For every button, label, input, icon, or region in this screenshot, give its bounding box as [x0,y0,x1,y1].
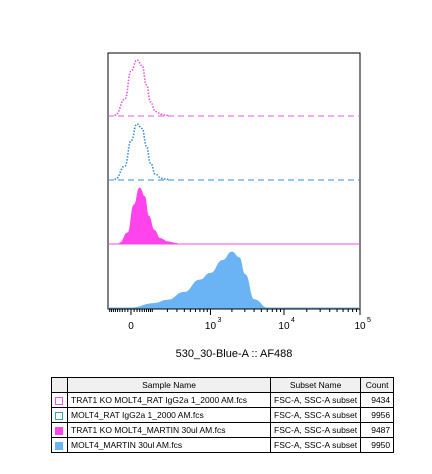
subset-name-cell: FSC-A, SSC-A subset [269,407,362,423]
x-tick-exponent: 5 [367,317,371,324]
table-row[interactable]: MOLT4_MARTIN 30ul AM.fcs FSC-A, SSC-A su… [51,437,395,453]
swatch-cell [51,407,68,423]
swatch-column-header [51,377,68,393]
histogram-series [114,123,169,181]
subset-name-cell: FSC-A, SSC-A subset [269,422,362,438]
table-row[interactable]: TRAT1 KO MOLT4_RAT IgG2a 1_2000 AM.fcs F… [51,392,395,408]
outline-teal-swatch-icon [55,411,63,420]
count-cell: 9487 [360,422,395,438]
subset-name-cell: FSC-A, SSC-A subset [269,437,362,453]
histogram-series [114,59,169,117]
x-tick-label: 10 [205,321,217,332]
sample-table: Sample Name Subset Name Count TRAT1 KO M… [51,377,395,453]
x-tick-label: 10 [354,321,366,332]
table-header-row: Sample Name Subset Name Count [51,377,395,393]
histogram-series [130,251,268,309]
outline-pink-swatch-icon [55,396,63,405]
subset-name-cell: FSC-A, SSC-A subset [269,392,362,408]
swatch-cell [51,437,68,453]
count-cell: 9956 [360,407,395,423]
series-layer [108,59,360,309]
swatch-cell [51,392,68,408]
sample-name-cell: TRAT1 KO MOLT4_MARTIN 30ul AM.fcs [67,422,271,438]
x-tick-exponent: 4 [291,317,295,324]
subset-name-header: Subset Name [269,377,362,393]
x-tick-exponent: 3 [217,317,221,324]
histogram-series [119,187,178,245]
filled-blue-swatch-icon [55,441,63,450]
plot-frame [107,52,361,310]
count-header: Count [360,377,395,393]
filled-pink-swatch-icon [55,426,63,435]
x-tick-label: 0 [128,321,134,332]
sample-name-cell: TRAT1 KO MOLT4_RAT IgG2a 1_2000 AM.fcs [67,392,271,408]
sample-name-cell: MOLT4_MARTIN 30ul AM.fcs [67,437,271,453]
x-axis-label: 530_30-Blue-A :: AF488 [175,348,293,360]
sample-name-header: Sample Name [67,377,271,393]
sample-name-cell: MOLT4_RAT IgG2a 1_2000 AM.fcs [67,407,271,423]
x-tick-label: 10 [278,321,290,332]
count-cell: 9950 [360,437,395,453]
swatch-cell [51,422,68,438]
table-row[interactable]: MOLT4_RAT IgG2a 1_2000 AM.fcs FSC-A, SSC… [51,407,395,423]
count-cell: 9434 [360,392,395,408]
table-row[interactable]: TRAT1 KO MOLT4_MARTIN 30ul AM.fcs FSC-A,… [51,422,395,438]
